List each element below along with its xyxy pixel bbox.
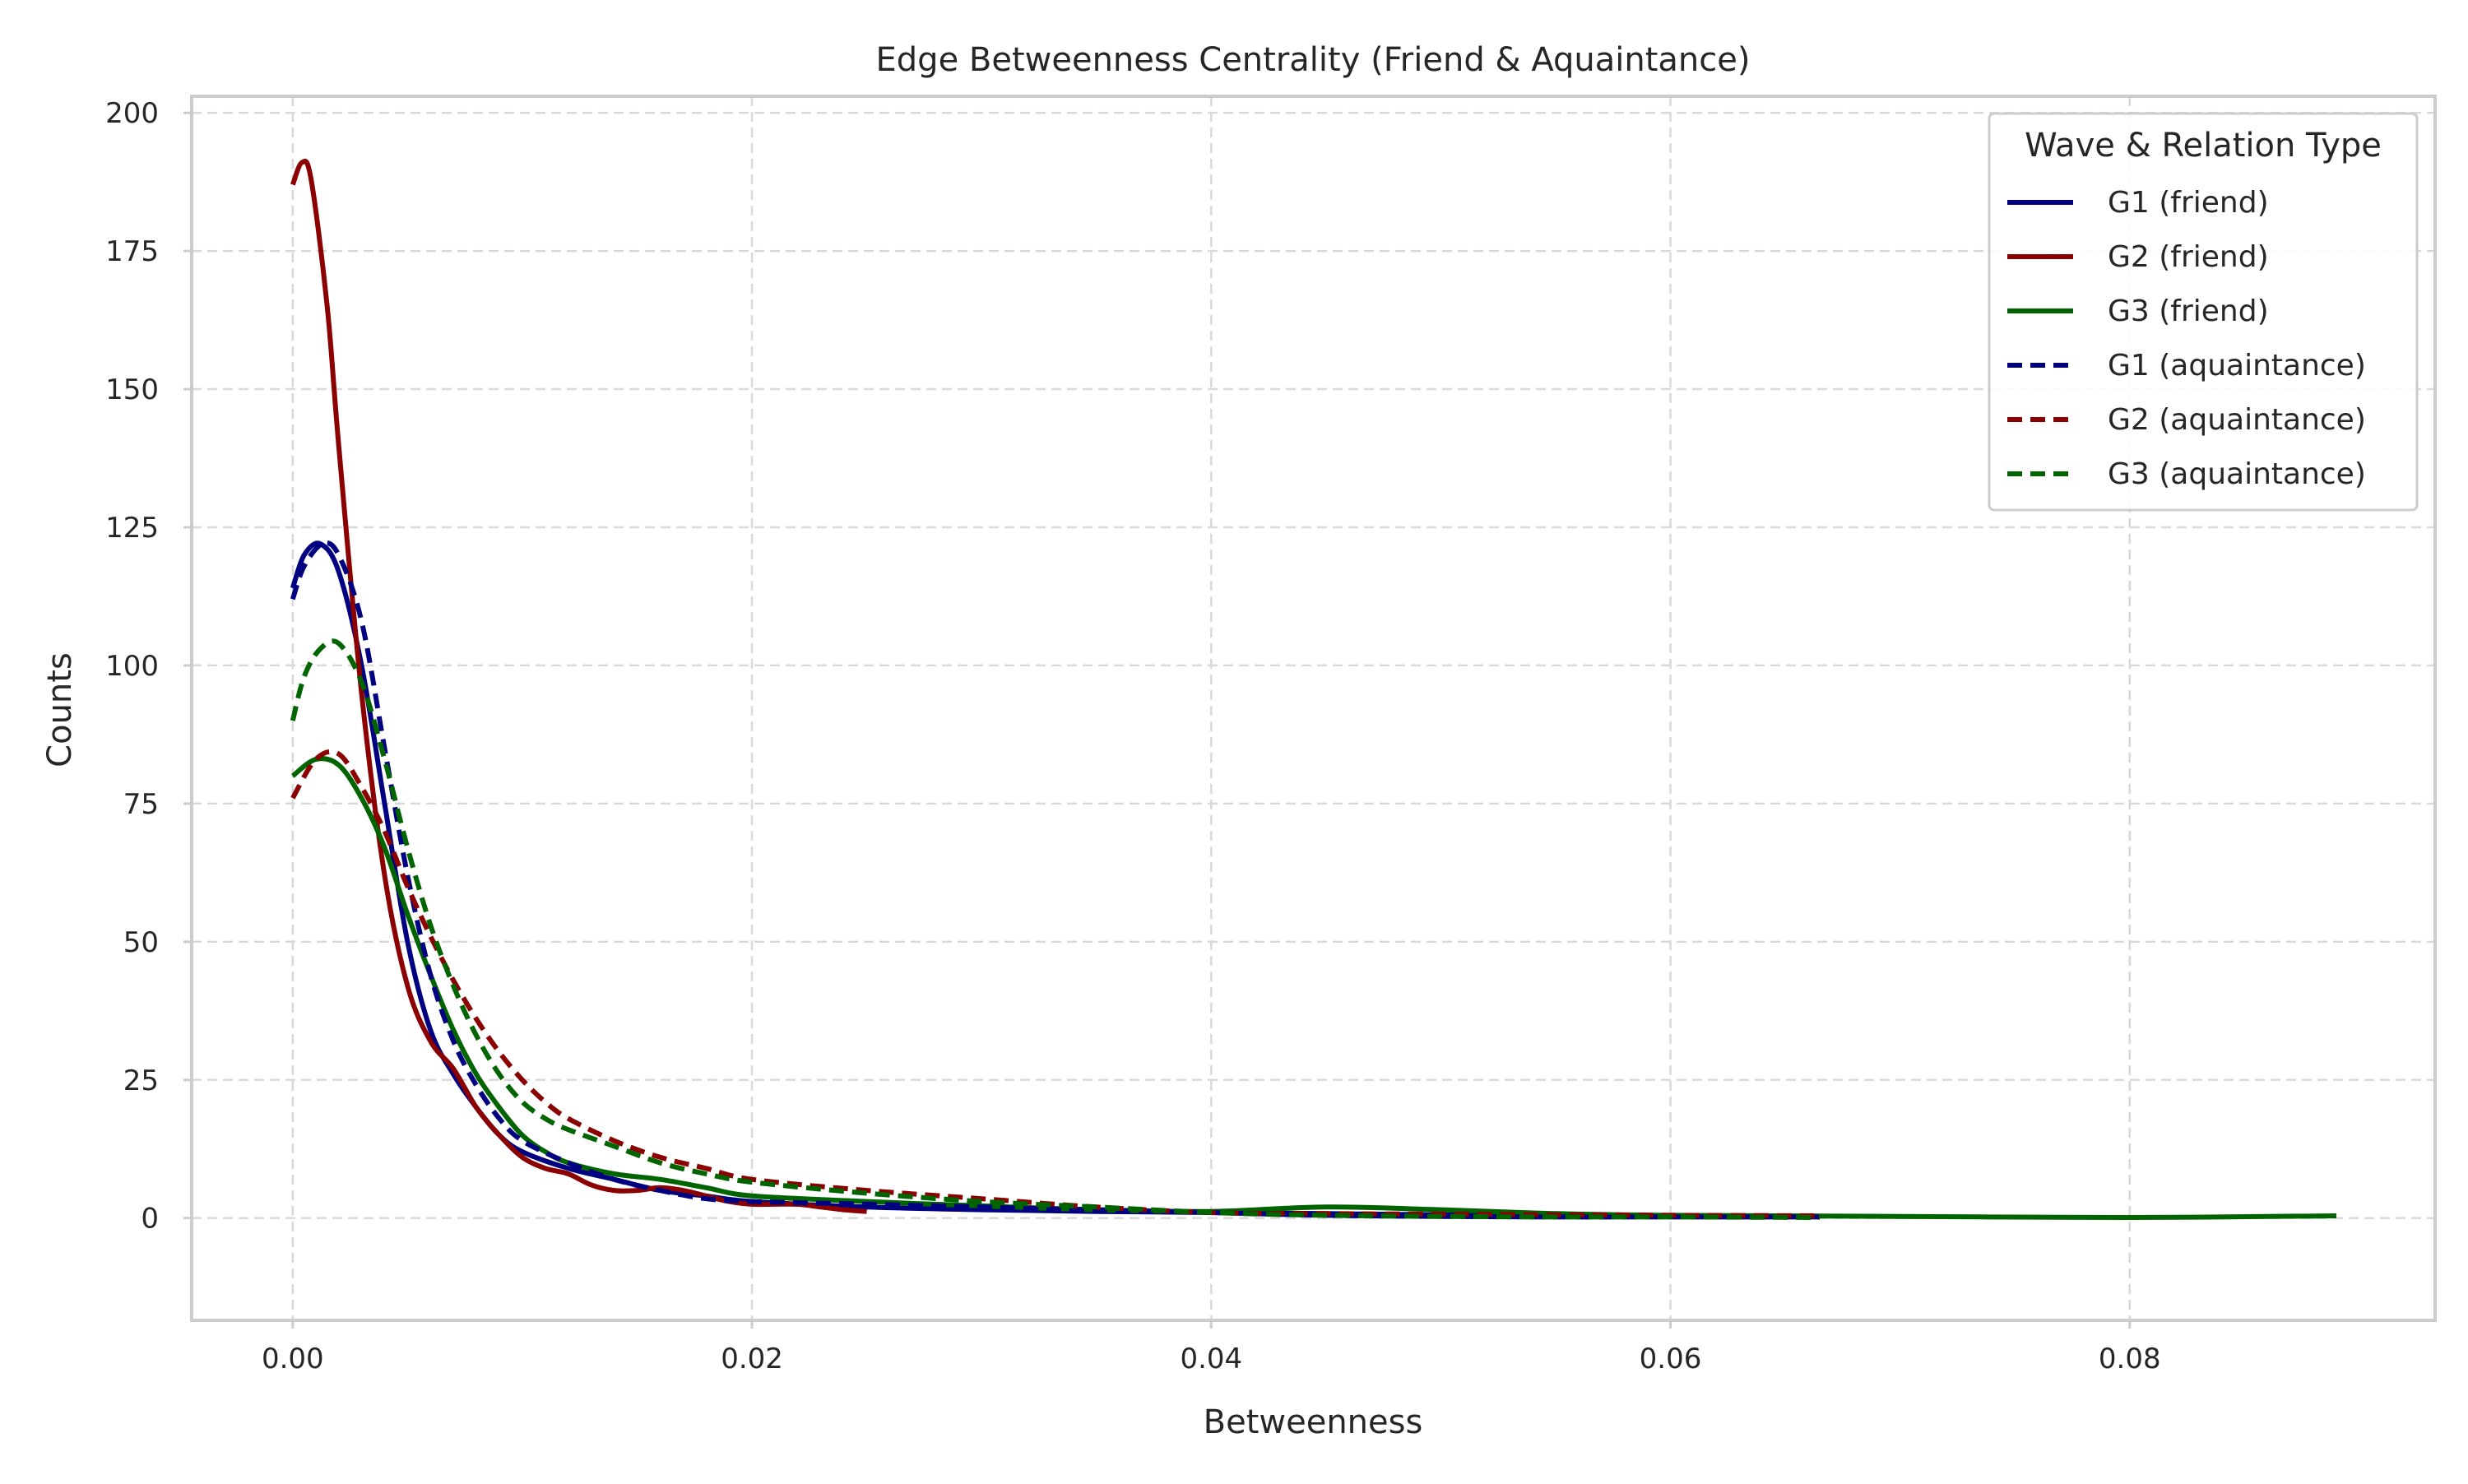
legend-entries: G1 (friend) G2 (friend) G3 (friend) G1 (aqu…: [2007, 186, 2366, 491]
x-tick-label: 0.08: [2099, 1343, 2161, 1375]
series-layer: [290, 158, 2337, 1221]
series-line-g1-aquaintance: [290, 540, 1820, 1220]
series-line-g2-aquaintance: [290, 749, 1821, 1218]
x-tick-label: 0.06: [1640, 1343, 1702, 1375]
legend-label-g2-aquaintance: G2 (aquaintance): [2108, 403, 2366, 437]
plot-frame: [190, 95, 2437, 1322]
legend-box: [1988, 112, 2419, 512]
x-axis-title: Betweenness: [1204, 1403, 1423, 1441]
series-line-g3-friend: [290, 756, 2337, 1221]
legend-label-g1-aquaintance: G1 (aquaintance): [2108, 349, 2366, 383]
y-tick-label: 200: [105, 97, 159, 130]
chart-title: Edge Betweenness Centrality (Friend & Aq…: [876, 41, 1751, 79]
series-line-g1-friend: [290, 540, 1821, 1219]
x-tick-label: 0.02: [721, 1343, 783, 1375]
y-axis-title: Counts: [41, 652, 79, 768]
y-tick-label: 75: [123, 788, 159, 821]
y-tick-label: 125: [105, 512, 159, 545]
y-tick-label: 50: [123, 926, 159, 959]
y-tick-label: 150: [105, 373, 159, 406]
x-tick-label: 0.04: [1180, 1343, 1242, 1375]
legend-label-g2-friend: G2 (friend): [2108, 240, 2269, 274]
y-tick-label: 100: [105, 650, 159, 683]
series-line-g3-aquaintance: [290, 638, 1821, 1220]
legend: Wave & Relation Type G1 (friend) G2 (frie…: [1988, 112, 2419, 512]
legend-label-g3-aquaintance: G3 (aquaintance): [2108, 457, 2366, 491]
legend-title: Wave & Relation Type: [2025, 127, 2382, 165]
y-tick-label: 0: [141, 1203, 159, 1236]
legend-label-g1-friend: G1 (friend): [2108, 186, 2269, 220]
series-line-g2-friend: [290, 158, 867, 1214]
x-tick-label: 0.00: [262, 1343, 324, 1375]
y-tick-label: 25: [123, 1064, 159, 1097]
y-tick-label: 175: [105, 235, 159, 268]
tick-layer: 0.00 0.02 0.04 0.06 0.08 0 25 50 75 100 125 150 175 2…: [105, 97, 2161, 1375]
legend-label-g3-friend: G3 (friend): [2108, 294, 2269, 328]
